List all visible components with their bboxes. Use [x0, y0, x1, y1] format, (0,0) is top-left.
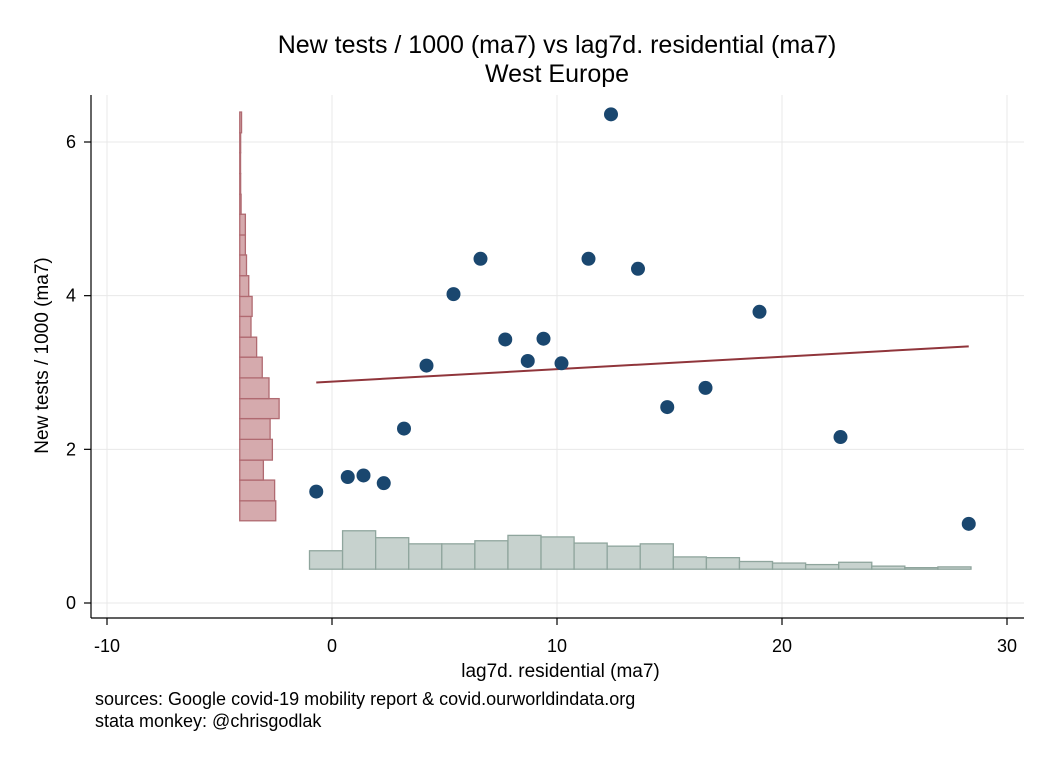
x-histogram-bar: [672, 556, 708, 570]
x-histogram-bar: [705, 557, 741, 570]
x-histogram-bar: [507, 534, 542, 570]
data-point: [340, 469, 355, 484]
data-point: [660, 400, 675, 415]
x-histogram-bar: [871, 565, 906, 570]
x-tick-label: -10: [94, 636, 120, 656]
data-point: [554, 356, 569, 371]
y-tick-label: 6: [66, 132, 76, 152]
y-histogram-bar: [239, 500, 277, 522]
data-point: [604, 107, 618, 122]
data-point: [536, 331, 551, 346]
x-histogram-bar: [838, 561, 873, 570]
y-histogram-bar: [239, 459, 265, 481]
chart-title: New tests / 1000 (ma7) vs lag7d. residen…: [277, 31, 837, 59]
data-point: [698, 380, 713, 395]
chart-subtitle: West Europe: [484, 60, 630, 88]
data-point: [309, 484, 324, 499]
y-histogram-bar: [239, 132, 242, 154]
x-histogram-bar: [573, 542, 608, 570]
y-histogram-bar: [239, 234, 247, 256]
x-histogram-bar: [540, 536, 575, 570]
y-histogram-bar: [239, 479, 276, 502]
x-histogram: [308, 530, 972, 570]
x-histogram-bar: [639, 543, 674, 570]
y-histogram-bar: [239, 152, 242, 175]
y-histogram-bar: [239, 397, 280, 420]
x-axis-label: lag7d. residential (ma7): [461, 661, 660, 682]
x-histogram-bar: [474, 540, 509, 570]
fit-line: [316, 345, 969, 384]
x-histogram-bar: [937, 566, 972, 570]
x-tick-label: 20: [772, 636, 792, 656]
data-point: [961, 516, 976, 531]
y-axis-label: New tests / 1000 (ma7): [32, 257, 53, 453]
y-histogram-bar: [239, 336, 258, 358]
y-histogram: [239, 111, 280, 522]
x-histogram-bar: [804, 563, 840, 570]
x-histogram-bar: [374, 537, 410, 570]
x-tick-label: 0: [327, 636, 337, 656]
y-histogram-bar: [239, 254, 248, 277]
x-histogram-bar: [308, 550, 344, 570]
x-histogram-bar: [441, 543, 476, 570]
y-histogram-bar: [239, 193, 242, 215]
data-point: [581, 251, 596, 266]
y-histogram-bar: [239, 377, 270, 400]
data-point: [473, 251, 488, 266]
scatter-points: [309, 107, 976, 531]
y-histogram-bar: [239, 438, 274, 461]
x-tick-label: 30: [997, 636, 1017, 656]
data-point: [446, 287, 461, 302]
y-tick-label: 0: [66, 593, 76, 613]
data-point: [419, 358, 434, 373]
y-histogram-bar: [239, 213, 247, 236]
x-histogram-bar: [341, 530, 377, 570]
y-histogram-bar: [239, 295, 253, 318]
data-point: [631, 261, 645, 276]
data-point: [376, 476, 391, 491]
y-histogram-bar: [239, 172, 242, 195]
data-point: [356, 468, 371, 483]
source-note: sources: Google covid-19 mobility report…: [95, 689, 636, 709]
y-histogram-bar: [239, 111, 243, 134]
x-histogram-bar: [408, 543, 443, 570]
data-point: [752, 304, 767, 319]
x-tick-label: 10: [547, 636, 567, 656]
data-point: [498, 332, 513, 347]
y-tick-label: 2: [66, 439, 76, 459]
data-point: [833, 430, 848, 445]
y-histogram-bar: [239, 315, 252, 338]
y-histogram-bar: [239, 275, 250, 298]
author-note: stata monkey: @chrisgodlak: [95, 711, 322, 731]
x-histogram-bar: [904, 567, 939, 570]
x-histogram-bar: [738, 560, 774, 570]
x-histogram-bar: [606, 545, 641, 570]
x-histogram-bar: [771, 562, 807, 570]
data-point: [520, 353, 535, 368]
y-histogram-bar: [239, 417, 271, 440]
y-histogram-bar: [239, 356, 263, 379]
data-point: [397, 421, 411, 436]
y-tick-label: 4: [66, 286, 76, 306]
